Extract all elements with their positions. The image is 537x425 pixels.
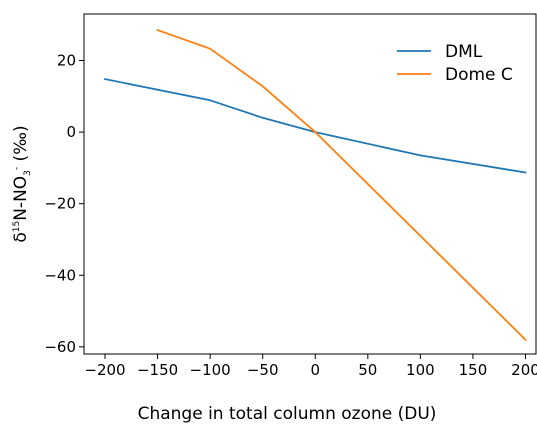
x-tick-label: 150	[459, 361, 488, 379]
y-label-mid: N-NO	[11, 176, 31, 221]
y-tick-label: −20	[44, 195, 76, 213]
x-tick-label: −200	[84, 361, 125, 379]
x-tick-label: −100	[190, 361, 231, 379]
x-tick-label: 0	[310, 361, 320, 379]
y-label-suffix: (‰)	[11, 125, 31, 166]
legend-label-1: Dome C	[445, 65, 513, 85]
series-layer	[103, 28, 527, 341]
legend: DML Dome C	[397, 42, 513, 85]
y-label-sub: 3	[23, 170, 33, 176]
x-axis-label: Change in total column ozone (DU)	[138, 404, 437, 424]
series-line-0	[103, 78, 527, 174]
y-tick-label: 20	[57, 52, 76, 70]
y-label-sup1: 15	[12, 221, 22, 232]
x-tick-label: 200	[511, 361, 537, 379]
x-tick-label: −50	[247, 361, 279, 379]
series-line-1	[156, 28, 527, 341]
y-tick-label: −40	[44, 266, 76, 284]
y-axis: −60 −40 −20 0 20	[44, 52, 84, 356]
y-tick-label: 0	[66, 123, 76, 141]
y-tick-label: −60	[44, 338, 76, 356]
y-label-prefix: δ	[11, 232, 31, 242]
legend-label-0: DML	[445, 42, 483, 62]
x-axis: −200 −150 −100 −50 0 50 100 150 200	[84, 354, 537, 379]
x-tick-label: −150	[137, 361, 178, 379]
y-axis-label: δ15N-NO3- (‰)	[11, 125, 33, 242]
x-tick-label: 50	[358, 361, 377, 379]
plot-frame	[83, 13, 537, 355]
y-label-sup2: -	[12, 167, 22, 170]
x-tick-label: 100	[406, 361, 435, 379]
